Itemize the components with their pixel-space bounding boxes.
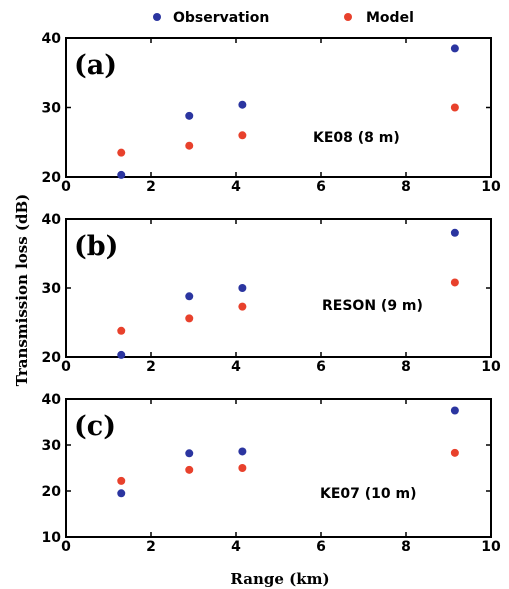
panel-a-point-model (117, 148, 126, 157)
panel-b-annotation: RESON (9 m) (322, 298, 423, 314)
panel-a-y-tick-label: 20 (42, 170, 62, 186)
panel-a-point-model (185, 141, 194, 150)
panel-a-x-tick-label: 6 (316, 179, 326, 195)
panel-c-y-tick-label: 40 (42, 392, 62, 408)
panel-a-label: (a) (74, 50, 117, 81)
legend-label-model: Model (366, 10, 414, 26)
panel-b-label: (b) (74, 231, 118, 262)
panel-c-label: (c) (74, 411, 116, 442)
panel-c-annotation: KE07 (10 m) (320, 486, 417, 502)
panel-b-point-model (238, 302, 247, 311)
panel-c-y-tick-label: 10 (42, 530, 62, 546)
panel-c-point-model (117, 476, 126, 485)
panel-c-point-observation (450, 406, 459, 415)
panel-b-x-tick-label: 4 (231, 359, 241, 375)
panel-a-point-observation (238, 100, 247, 109)
panel-b-x-tick-label: 2 (146, 359, 156, 375)
legend: Observation Model (153, 10, 414, 26)
panel-c: 0 2 4 6 8 10 10 20 30 40 (c) KE07 (10 m) (42, 392, 501, 555)
panel-c-point-model (450, 448, 459, 457)
panel-c-x-tick-label: 4 (231, 539, 241, 555)
panel-c-point-observation (185, 449, 194, 458)
legend-marker-observation (153, 13, 161, 21)
panel-a-point-model (450, 103, 459, 112)
panel-a-x-tick-label: 0 (61, 179, 71, 195)
panel-b-y-tick-label: 40 (42, 212, 62, 228)
panel-b-point-model (450, 278, 459, 287)
legend-label-observation: Observation (173, 10, 269, 26)
panel-a-point-observation (185, 111, 194, 120)
panel-b-x-tick-label: 10 (481, 359, 501, 375)
panel-c-x-tick-label: 2 (146, 539, 156, 555)
panel-a-point-observation (117, 170, 126, 179)
panel-b: 0 2 4 6 8 10 20 30 40 (b) RESON (9 m) (42, 212, 501, 375)
x-axis-title: Range (km) (230, 570, 329, 588)
panel-a-y-tick-label: 30 (42, 101, 62, 117)
panel-c-y-tick-label: 20 (42, 484, 62, 500)
panel-c-point-model (185, 465, 194, 474)
panel-b-x-tick-label: 0 (61, 359, 71, 375)
panel-b-y-tick-label: 20 (42, 350, 62, 366)
panel-a-point-model (238, 131, 247, 140)
panel-a-annotation: KE08 (8 m) (313, 130, 400, 146)
panel-a-point-observation (450, 44, 459, 53)
panel-c-x-tick-label: 8 (401, 539, 411, 555)
panel-b-point-observation (117, 350, 126, 359)
y-axis-title: Transmission loss (dB) (13, 194, 31, 387)
panel-a-x-tick-label: 2 (146, 179, 156, 195)
panel-b-x-tick-label: 6 (316, 359, 326, 375)
panel-b-point-model (117, 326, 126, 335)
panel-c-x-tick-label: 10 (481, 539, 501, 555)
panel-b-point-observation (450, 228, 459, 237)
panel-b-axes-frame (65, 218, 492, 358)
panel-b-point-model (185, 314, 194, 323)
panel-a-y-tick-label: 40 (42, 31, 62, 47)
panel-a-x-tick-label: 8 (401, 179, 411, 195)
panel-a-x-tick-label: 4 (231, 179, 241, 195)
panel-c-point-model (238, 464, 247, 472)
panel-c-axes-frame (65, 398, 492, 538)
panel-a-x-tick-label: 10 (481, 179, 501, 195)
panel-c-point-observation (117, 489, 126, 498)
panel-b-y-tick-label: 30 (42, 281, 62, 297)
legend-marker-model (344, 13, 352, 21)
panel-b-x-tick-label: 8 (401, 359, 411, 375)
panel-c-x-tick-label: 6 (316, 539, 326, 555)
panel-c-x-tick-label: 0 (61, 539, 71, 555)
panel-b-point-observation (185, 292, 194, 301)
panel-c-y-tick-label: 30 (42, 438, 62, 454)
panel-a-axes-frame (65, 37, 492, 178)
panel-a: 0 2 4 6 8 10 20 30 40 (a) KE08 (8 m) (42, 31, 501, 195)
panel-c-point-observation (238, 447, 247, 456)
panel-b-point-observation (238, 284, 247, 292)
